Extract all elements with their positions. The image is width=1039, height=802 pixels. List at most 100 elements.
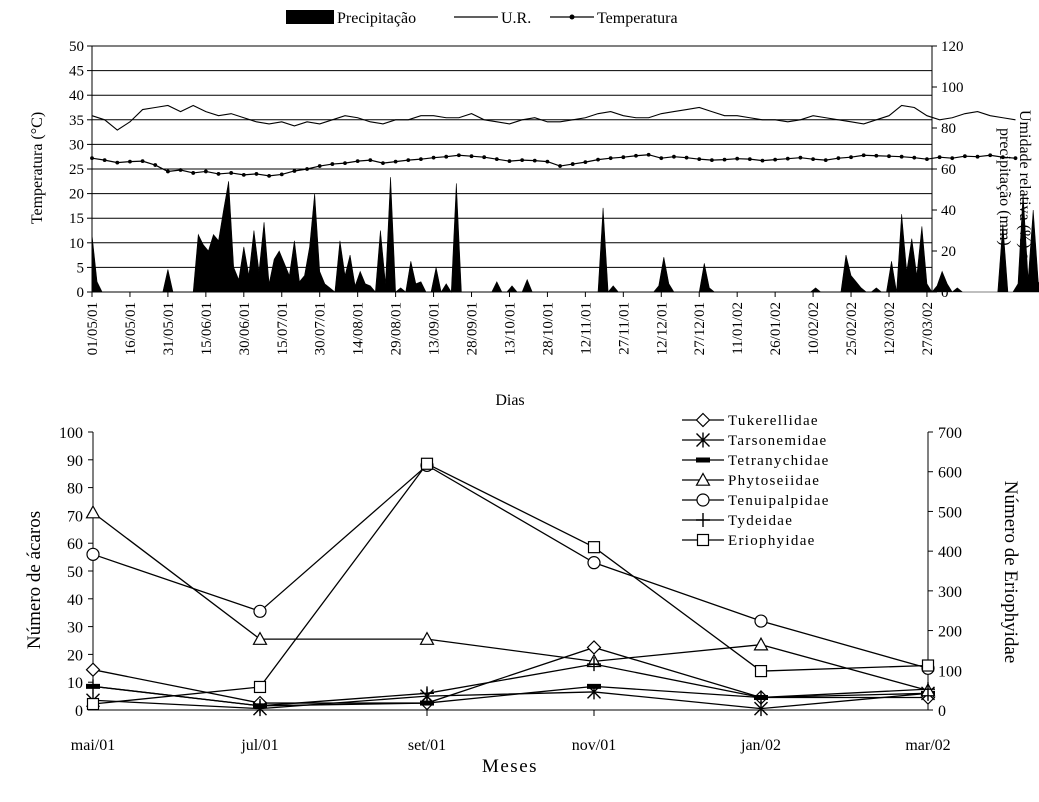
series-point — [420, 686, 434, 701]
bottom-legend: Tukerellidae Tarsonemidae Tetranychidae Phy… — [682, 412, 830, 549]
temperatura-point — [292, 169, 297, 173]
series-point — [86, 697, 100, 711]
bottom-x-tick-label: mai/01 — [71, 737, 115, 754]
ur-line — [91, 104, 1016, 131]
top-left-tick-label: 15 — [69, 211, 84, 227]
bottom-right-tick-label: 700 — [938, 425, 962, 442]
top-x-tick-label: 15/07/01 — [275, 302, 291, 355]
bottom-left-tick-labels: 0 10 20 30 40 50 60 70 80 90 100 — [59, 425, 83, 720]
temperatura-point — [925, 157, 929, 162]
temperatura-point — [735, 156, 740, 161]
top-right-tick-label: 0 — [941, 285, 949, 301]
top-left-tick-label: 45 — [69, 64, 84, 80]
temperatura-point — [634, 153, 638, 158]
top-x-tick-label: 13/09/01 — [427, 302, 443, 355]
bottom-series — [85, 457, 936, 717]
temperatura-point — [330, 162, 335, 166]
temperatura-point — [153, 163, 158, 167]
temperatura-point — [596, 157, 600, 162]
legend-label: Phytoseiidae — [728, 473, 820, 489]
top-right-tick-label: 100 — [941, 80, 964, 96]
legend-tydeidae: Tydeidae — [682, 513, 792, 529]
series-point — [586, 640, 602, 655]
temperatura-point — [747, 157, 752, 162]
top-axes — [87, 45, 937, 297]
bottom-right-tick-label: 500 — [938, 504, 962, 521]
bottom-left-tick-label: 70 — [67, 508, 83, 525]
temperatura-point — [785, 156, 790, 161]
bottom-left-tick-label: 60 — [67, 536, 83, 553]
temperatura-point — [899, 154, 904, 159]
legend-marker — [696, 457, 710, 463]
temperatura-point — [672, 154, 676, 159]
temperatura-point — [621, 155, 626, 160]
top-left-tick-label: 40 — [69, 88, 84, 104]
series-line — [92, 464, 929, 669]
series-point — [85, 504, 101, 519]
temperatura-point — [317, 164, 322, 168]
temperatura-point — [684, 155, 689, 160]
temperatura-point — [773, 157, 778, 162]
legend-marker — [695, 472, 711, 486]
temperatura-point — [950, 156, 955, 161]
temperatura-point — [520, 158, 525, 163]
temperatura-point — [140, 159, 145, 164]
temperatura-point — [393, 159, 398, 164]
top-x-tick-label: 25/02/02 — [844, 302, 860, 355]
temperatura-point — [368, 158, 373, 163]
temperatura-point — [482, 155, 487, 160]
legend-label: Tarsonemidae — [728, 433, 828, 449]
series-point — [754, 664, 768, 678]
bottom-x-tick-label: set/01 — [408, 737, 446, 754]
bottom-left-tick-label: 30 — [67, 620, 83, 637]
temperatura-point — [381, 161, 385, 166]
legend-marker — [696, 533, 710, 547]
top-x-tick-label: 14/08/01 — [351, 302, 367, 355]
bottom-right-tick-label: 0 — [938, 703, 946, 720]
legend-label: Eriophyidae — [728, 533, 816, 549]
top-right-tick-label: 80 — [941, 121, 956, 137]
temperatura-point — [431, 155, 436, 160]
series-point — [420, 700, 434, 706]
series-tydeidae — [86, 657, 935, 713]
top-left-tick-label: 10 — [69, 236, 84, 252]
temperatura-point — [659, 156, 664, 161]
top-right-tick-labels: 0 20 40 60 80 100 120 — [941, 39, 964, 301]
bottom-left-tick-label: 0 — [75, 703, 83, 720]
temperatura-point — [988, 153, 993, 158]
temperatura-point — [558, 164, 562, 168]
legend-tarsonemidae: Tarsonemidae — [682, 432, 828, 449]
series-tenuipalpidae — [86, 458, 935, 675]
legend-marker — [696, 493, 710, 507]
top-x-tick-label: 16/05/01 — [123, 302, 139, 355]
temperatura-point — [962, 154, 967, 159]
temperatura-point — [697, 157, 702, 162]
top-left-tick-labels: 0 5 10 15 20 25 30 35 40 45 50 — [69, 39, 84, 301]
legend-label: Tenuipalpidae — [728, 493, 830, 509]
temperatura-point — [229, 171, 234, 175]
bottom-right-tick-label: 300 — [938, 584, 962, 601]
series-point — [587, 683, 601, 689]
series-point — [86, 547, 100, 561]
temperatura-point — [545, 159, 550, 164]
temperatura-point — [709, 158, 714, 163]
series-eriophyidae — [86, 457, 935, 711]
series-line — [92, 646, 928, 704]
legend-label: Tetranychidae — [728, 453, 830, 469]
top-x-tick-label: 26/01/02 — [768, 302, 784, 355]
bottom-x-tick-labels: mai/01 jul/01 set/01 nov/01 jan/02 mar/02 — [71, 737, 951, 754]
bottom-right-tick-label: 600 — [938, 465, 962, 482]
top-x-tick-label: 12/03/02 — [882, 302, 898, 355]
top-x-tick-label: 28/09/01 — [465, 302, 481, 355]
temperatura-point — [254, 172, 259, 176]
temperatura-point — [608, 156, 613, 161]
bottom-x-tick-label: nov/01 — [572, 737, 616, 754]
bottom-y-axis-title: Número de ácaros — [24, 511, 45, 649]
top-left-tick-label: 20 — [69, 187, 84, 203]
temperatura-point — [975, 154, 980, 159]
temperatura-point — [1000, 155, 1005, 160]
temperatura-point — [203, 169, 208, 174]
bottom-left-tick-label: 100 — [59, 425, 83, 442]
top-x-tick-label: 12/12/01 — [654, 302, 670, 355]
